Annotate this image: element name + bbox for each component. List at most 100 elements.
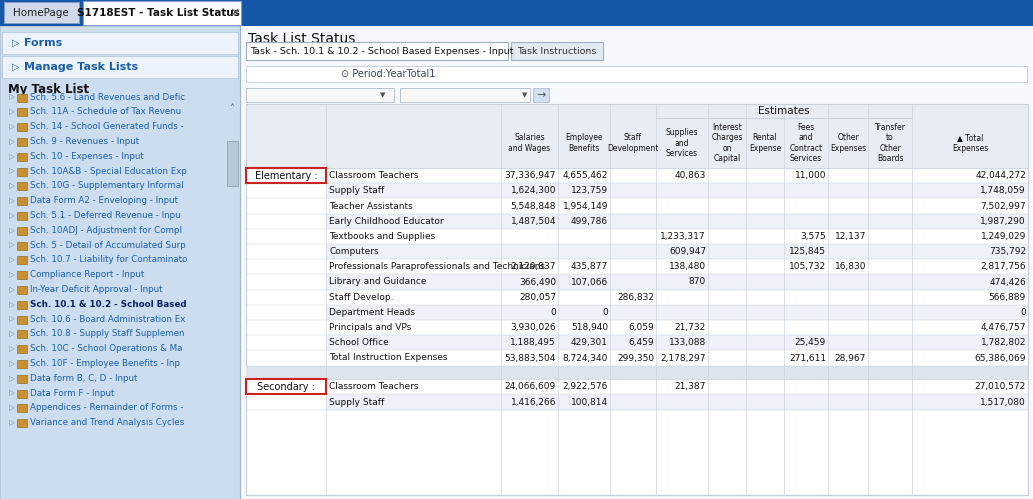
Text: Library and Guidance: Library and Guidance [328,277,427,286]
Text: ▼: ▼ [380,92,385,98]
Text: ▷: ▷ [9,359,14,368]
Text: 4,476,757: 4,476,757 [980,323,1026,332]
Bar [246,366,1028,379]
Text: School Office: School Office [328,338,388,347]
Text: ▷: ▷ [9,122,14,131]
Text: Computers: Computers [328,247,379,256]
Text: ▷: ▷ [9,285,14,294]
Text: 40,863: 40,863 [675,171,706,180]
Text: 3,575: 3,575 [801,232,826,241]
Text: 1,782,802: 1,782,802 [980,338,1026,347]
Text: ▷: ▷ [9,196,14,205]
Text: Sch. 10.7 - Liability for Contaminato: Sch. 10.7 - Liability for Contaminato [30,255,188,264]
Text: 1,954,149: 1,954,149 [563,202,608,211]
Text: 28,967: 28,967 [835,353,866,362]
Text: Sch. 10 - Expenses - Input: Sch. 10 - Expenses - Input [30,152,144,161]
Text: ▷: ▷ [9,403,14,412]
Text: 7,502,997: 7,502,997 [980,202,1026,211]
Bar [227,141,238,187]
Text: HomePage: HomePage [13,8,69,18]
Bar [17,375,27,383]
Text: Task Instructions: Task Instructions [518,46,597,55]
Text: 299,350: 299,350 [617,353,654,362]
Bar [326,168,1028,183]
Text: ˄: ˄ [229,104,234,114]
Text: Rental
Expense: Rental Expense [749,133,781,153]
Bar [17,123,27,131]
Text: Variance and Trend Analysis Cycles: Variance and Trend Analysis Cycles [30,418,184,427]
Text: ▷: ▷ [9,107,14,116]
Bar [246,104,1028,495]
Text: 123,759: 123,759 [571,186,608,195]
Bar [17,419,27,427]
Text: 125,845: 125,845 [789,247,826,256]
Text: Data form B, C, D - Input: Data form B, C, D - Input [30,374,137,383]
Bar [326,274,1028,289]
Bar [240,26,1033,499]
Bar [0,26,240,499]
Bar [17,227,27,235]
Text: 25,459: 25,459 [794,338,826,347]
Text: ▷: ▷ [9,374,14,383]
Text: Elementary :: Elementary : [255,171,317,181]
Bar [17,286,27,294]
Text: ▼: ▼ [523,92,528,98]
Bar [246,66,1027,82]
Text: 0: 0 [602,308,608,317]
Text: Task - Sch. 10.1 & 10.2 - School Based Expenses - Input: Task - Sch. 10.1 & 10.2 - School Based E… [250,46,513,55]
Bar [246,88,394,102]
Text: Sch. 5.1 - Deferred Revenue - Inpu: Sch. 5.1 - Deferred Revenue - Inpu [30,211,181,220]
Bar [17,93,27,101]
Bar [17,138,27,146]
Bar [246,104,1028,168]
Text: Estimates: Estimates [758,106,810,116]
Text: 42,044,272: 42,044,272 [975,171,1026,180]
Text: 366,490: 366,490 [519,277,556,286]
Bar [17,242,27,250]
Text: Textbooks and Supplies: Textbooks and Supplies [328,232,435,241]
Bar [246,42,508,60]
Bar [17,345,27,353]
Text: Sch. 9 - Revenues - Input: Sch. 9 - Revenues - Input [30,137,139,146]
Text: ▷: ▷ [9,418,14,427]
Text: Sch. 10G - Supplementary Informal: Sch. 10G - Supplementary Informal [30,181,184,190]
Text: Supply Staff: Supply Staff [328,398,384,407]
Text: 16,830: 16,830 [835,262,866,271]
Text: 870: 870 [689,277,706,286]
Bar [246,379,326,395]
Text: Forms: Forms [24,38,62,48]
Text: 138,480: 138,480 [669,262,706,271]
Text: 271,611: 271,611 [789,353,826,362]
Text: In-Year Deficit Approval - Input: In-Year Deficit Approval - Input [30,285,162,294]
Text: 1,249,029: 1,249,029 [980,232,1026,241]
Text: Early Childhood Educator: Early Childhood Educator [328,217,443,226]
Text: Sch. 5.6 - Land Revenues and Defic: Sch. 5.6 - Land Revenues and Defic [30,92,185,101]
Text: Fees
and
Contract
Services: Fees and Contract Services [789,123,822,163]
Text: S1718EST - Task List Status: S1718EST - Task List Status [76,8,240,18]
Text: ▷: ▷ [9,314,14,323]
Bar [326,183,1028,199]
Text: 6,059: 6,059 [628,323,654,332]
Bar [17,360,27,368]
Text: ▷: ▷ [9,344,14,353]
Bar [17,271,27,279]
Text: Salaries
and Wages: Salaries and Wages [508,133,551,153]
Text: Sch. 10C - School Operations & Ma: Sch. 10C - School Operations & Ma [30,344,183,353]
Bar [0,0,1033,26]
Text: Staff Develop.: Staff Develop. [328,293,394,302]
Text: 1,188,495: 1,188,495 [510,338,556,347]
Text: ⊙ Period:YearTotal1: ⊙ Period:YearTotal1 [341,69,435,79]
Text: Sch. 11A - Schedule of Tax Revenu: Sch. 11A - Schedule of Tax Revenu [30,107,181,116]
Text: 735,792: 735,792 [989,247,1026,256]
Text: ▷: ▷ [9,92,14,101]
Bar [83,1,241,25]
Text: 105,732: 105,732 [789,262,826,271]
Text: Compliance Report - Input: Compliance Report - Input [30,270,145,279]
Text: 5,548,848: 5,548,848 [510,202,556,211]
Text: 474,426: 474,426 [990,277,1026,286]
Text: Secondary :: Secondary : [257,382,315,392]
Text: ▷: ▷ [9,241,14,250]
Bar [17,108,27,116]
Text: 8,724,340: 8,724,340 [563,353,608,362]
Text: 429,301: 429,301 [571,338,608,347]
